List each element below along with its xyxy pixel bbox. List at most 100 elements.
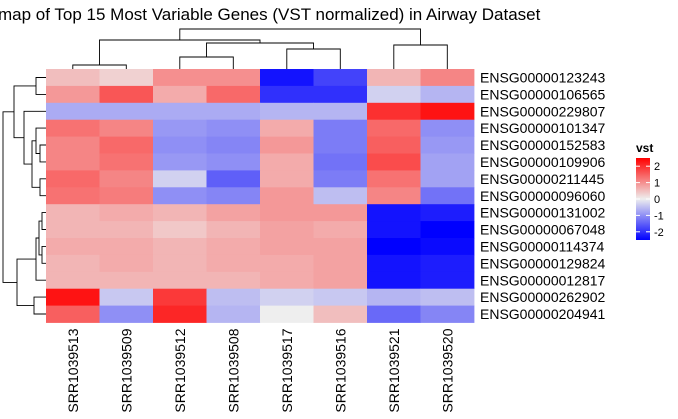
heatmap-cell [420,119,475,137]
heatmap-cell [367,271,421,290]
heatmap-cell [46,119,100,137]
row-label: ENSG00000211445 [480,171,604,187]
column-label: SRR1039516 [332,328,348,412]
row-label: ENSG00000129824 [480,255,606,271]
heatmap-cell [206,221,261,239]
heatmap-cell [153,238,207,256]
heatmap-cell [260,170,314,188]
heatmap-cell [260,288,314,306]
heatmap-cell [313,254,368,273]
heatmap-cell [367,254,421,273]
heatmap-cell [46,221,100,239]
heatmap-cell [367,305,421,323]
heatmap-cell [46,305,100,323]
heatmap-cell [46,136,100,154]
heatmap-cell [206,288,261,306]
column-label: SRR1039517 [279,328,295,412]
legend-colorbar [636,158,650,240]
heatmap-cell [46,288,100,306]
heatmap-cell [367,221,421,239]
heatmap-cell [153,271,207,290]
heatmap-cell [206,102,261,121]
row-label: ENSG00000106565 [480,86,606,102]
heatmap-cell [420,305,475,323]
heatmap-cell [420,238,475,256]
heatmap-cell [206,204,261,222]
dendrogram-branch [35,127,46,154]
column-label: SRR1039513 [65,328,81,412]
heatmap-cell [46,204,100,222]
heatmap-cell [313,136,368,154]
heatmap-cell [420,204,475,222]
heatmap-cell [313,238,368,256]
heatmap-cell [46,170,100,188]
heatmap-cell [46,69,100,87]
dendrogram-branch [72,64,127,69]
heatmap-cell [367,119,421,137]
heatmap-cell [367,187,421,205]
heatmap-cell [99,85,154,104]
row-label: ENSG00000114374 [480,238,604,254]
dendrogram-branch [393,44,448,69]
dendrogram-branch [35,77,46,95]
heatmap-cell [99,153,154,171]
legend-ticks: 2 1 0 -1 -2 [636,161,664,239]
heatmap-cell [153,254,207,273]
heatmap-cell [206,271,261,290]
heatmap-cell [367,102,421,121]
heatmap-cell [206,238,261,256]
column-label: SRR1039521 [386,328,402,412]
heatmap-cell [313,187,368,205]
legend-tick-label: -1 [654,210,664,222]
row-label: ENSG00000229807 [480,103,606,119]
heatmap-cell [153,170,207,188]
row-label: ENSG00000096060 [480,188,606,204]
heatmap-cell [420,85,475,104]
row-dendrogram [2,77,46,315]
heatmap-cell [153,69,207,87]
heatmap-cell [206,153,261,171]
legend-title: vst [636,141,653,155]
row-label: ENSG00000152583 [480,137,606,153]
dendrogram-branch [206,42,314,57]
heatmap-cell [99,221,154,239]
heatmap-cell [367,288,421,306]
row-label: ENSG00000123243 [480,69,606,85]
heatmap-cell [206,305,261,323]
heatmap-cell [420,288,475,306]
legend-tick-label: -2 [654,227,664,239]
heatmap-cell [313,69,368,87]
heatmap-cell [99,238,154,256]
heatmap-cell [206,170,261,188]
heatmap-cell [99,187,154,205]
heatmap-cell [313,221,368,239]
heatmap-cell [313,153,368,171]
legend-tick-label: 2 [654,161,660,173]
heatmap-cell [206,136,261,154]
heatmap-cell [420,271,475,290]
heatmap-cell [153,288,207,306]
heatmap-cell [313,170,368,188]
color-legend: vst 2 1 0 -1 -2 [636,141,664,240]
column-label: SRR1039520 [439,328,455,412]
heatmap-cell [99,271,154,290]
heatmap-cell [153,136,207,154]
heatmap-cell [260,153,314,171]
heatmap-cell [420,69,475,87]
column-label: SRR1039508 [225,328,241,412]
dendrogram-branch [13,85,36,139]
heatmap-cell [313,85,368,104]
heatmap-cell [99,102,154,121]
heatmap-cell [99,254,154,273]
row-label: ENSG00000204941 [480,306,606,322]
row-label: ENSG00000109906 [480,154,606,170]
heatmap-cell [367,204,421,222]
heatmap-cell [46,85,100,104]
chart-title: map of Top 15 Most Variable Genes (VST n… [0,5,541,24]
heatmap-cell [420,254,475,273]
heatmap-cell [260,305,314,323]
heatmap-cell [46,187,100,205]
heatmap-cell [260,69,314,87]
heatmap-cell [99,204,154,222]
